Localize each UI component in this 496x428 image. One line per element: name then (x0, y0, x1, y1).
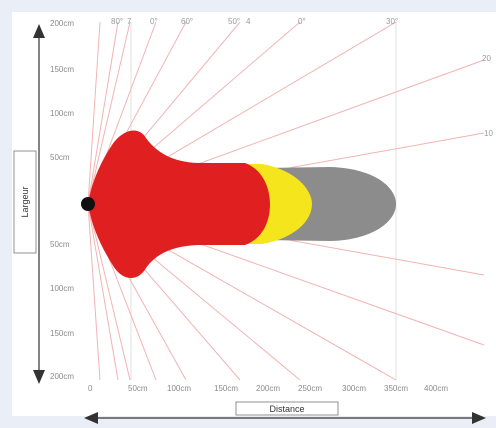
angle-label: 30° (386, 17, 398, 26)
y-tick-label: 100cm (50, 109, 74, 118)
y-tick-label: 150cm (50, 329, 74, 338)
x-tick-label: 200cm (256, 384, 280, 393)
y-tick-label: 50cm (50, 153, 70, 162)
x-tick-label: 100cm (167, 384, 191, 393)
angle-label: 0° (150, 17, 158, 26)
angle-labels: 80° 7 0° 60° 50° 4 0° 30° 20 10 (111, 17, 493, 138)
red-zone (88, 130, 270, 279)
x-tick-label: 250cm (298, 384, 322, 393)
x-tick-label: 300cm (342, 384, 366, 393)
light-source-dot (81, 197, 95, 211)
x-tick-label: 350cm (384, 384, 408, 393)
y-axis-ticks: 200cm 150cm 100cm 50cm 50cm 100cm 150cm … (50, 19, 74, 381)
y-axis-label: Largeur (20, 186, 30, 217)
x-tick-label: 400cm (424, 384, 448, 393)
x-tick-label: 150cm (214, 384, 238, 393)
y-tick-label: 100cm (50, 284, 74, 293)
x-axis-ticks: 0 50cm 100cm 150cm 200cm 250cm 300cm 350… (88, 384, 448, 393)
angle-label: 80° (111, 17, 123, 26)
angle-label: 4 (246, 17, 251, 26)
angle-label: 60° (181, 17, 193, 26)
angle-label: 20 (482, 54, 491, 63)
x-tick-label: 50cm (128, 384, 148, 393)
y-tick-label: 50cm (50, 240, 70, 249)
x-tick-label: 0 (88, 384, 93, 393)
y-tick-label: 200cm (50, 372, 74, 381)
angle-label: 10 (484, 129, 493, 138)
y-tick-label: 150cm (50, 65, 74, 74)
angle-label: 7 (127, 17, 132, 26)
horizontal-arrow (84, 412, 486, 424)
x-axis-label-box (235, 401, 339, 416)
angle-label: 0° (298, 17, 306, 26)
angle-label: 50° (228, 17, 240, 26)
vertical-arrow (33, 24, 45, 384)
y-tick-label: 200cm (50, 19, 74, 28)
y-axis-label-box (13, 150, 37, 254)
x-axis-label: Distance (269, 404, 304, 414)
